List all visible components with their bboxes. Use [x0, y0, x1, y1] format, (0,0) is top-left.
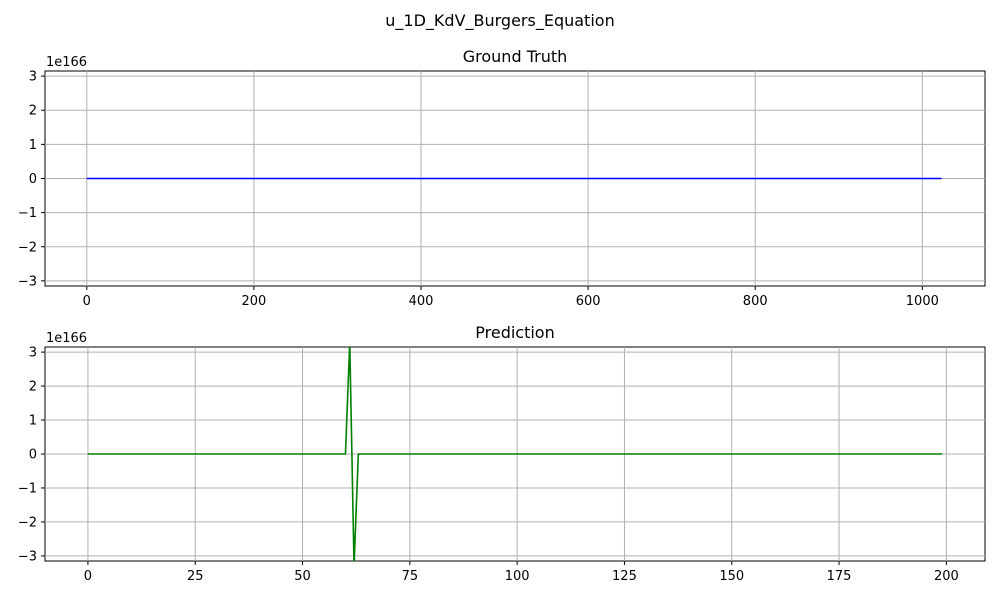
- prediction-x-tick-label: 100: [505, 569, 530, 584]
- ground-truth-x-tick-label: 600: [576, 294, 601, 309]
- ground-truth-offset-label: 1e166: [46, 55, 87, 70]
- prediction-x-tick-label: 125: [612, 569, 637, 584]
- prediction-y-tick-label: −3: [18, 549, 37, 564]
- ground-truth-y-tick-label: −2: [18, 240, 37, 255]
- ground-truth-y-tick-label: 1: [29, 138, 37, 153]
- ground-truth-y-tick-label: −3: [18, 274, 37, 289]
- prediction-panel: Prediction 1e166 0 25 50 75 100 125 150 175 200 −…: [18, 323, 986, 584]
- prediction-title: Prediction: [475, 323, 554, 342]
- ground-truth-y-tick-label: 2: [29, 104, 37, 119]
- prediction-x-tick-label: 150: [719, 569, 744, 584]
- prediction-offset-label: 1e166: [46, 331, 87, 346]
- ground-truth-x-tick-label: 0: [83, 294, 91, 309]
- prediction-x-tick-label: 175: [827, 569, 852, 584]
- prediction-x-tick-label: 25: [187, 569, 204, 584]
- prediction-x-tick-label: 200: [934, 569, 959, 584]
- ground-truth-y-tick-label: 0: [29, 172, 37, 187]
- prediction-x-tick-label: 75: [402, 569, 419, 584]
- ground-truth-y-tick-label: 3: [29, 70, 37, 85]
- prediction-y-tick-label: 0: [29, 448, 37, 463]
- prediction-y-tick-label: 1: [29, 414, 37, 429]
- ground-truth-x-tick-label: 200: [241, 294, 266, 309]
- prediction-series-line: [87, 347, 943, 561]
- ground-truth-x-tick-label: 400: [409, 294, 434, 309]
- ground-truth-panel: Ground Truth 1e166 0 200 400 600 800 1000 −3 −2…: [18, 47, 986, 309]
- ground-truth-x-tick-label: 1000: [906, 294, 939, 309]
- ground-truth-title: Ground Truth: [463, 47, 568, 66]
- prediction-y-tick-label: −2: [18, 515, 37, 530]
- ground-truth-y-tick-label: −1: [18, 206, 37, 221]
- prediction-x-tick-label: 50: [294, 569, 311, 584]
- prediction-x-tick-label: 0: [84, 569, 92, 584]
- figure-title: u_1D_KdV_Burgers_Equation: [385, 11, 614, 31]
- prediction-y-tick-label: 3: [29, 346, 37, 361]
- prediction-y-tick-label: −1: [18, 481, 37, 496]
- ground-truth-x-tick-label: 800: [743, 294, 768, 309]
- prediction-y-tick-label: 2: [29, 380, 37, 395]
